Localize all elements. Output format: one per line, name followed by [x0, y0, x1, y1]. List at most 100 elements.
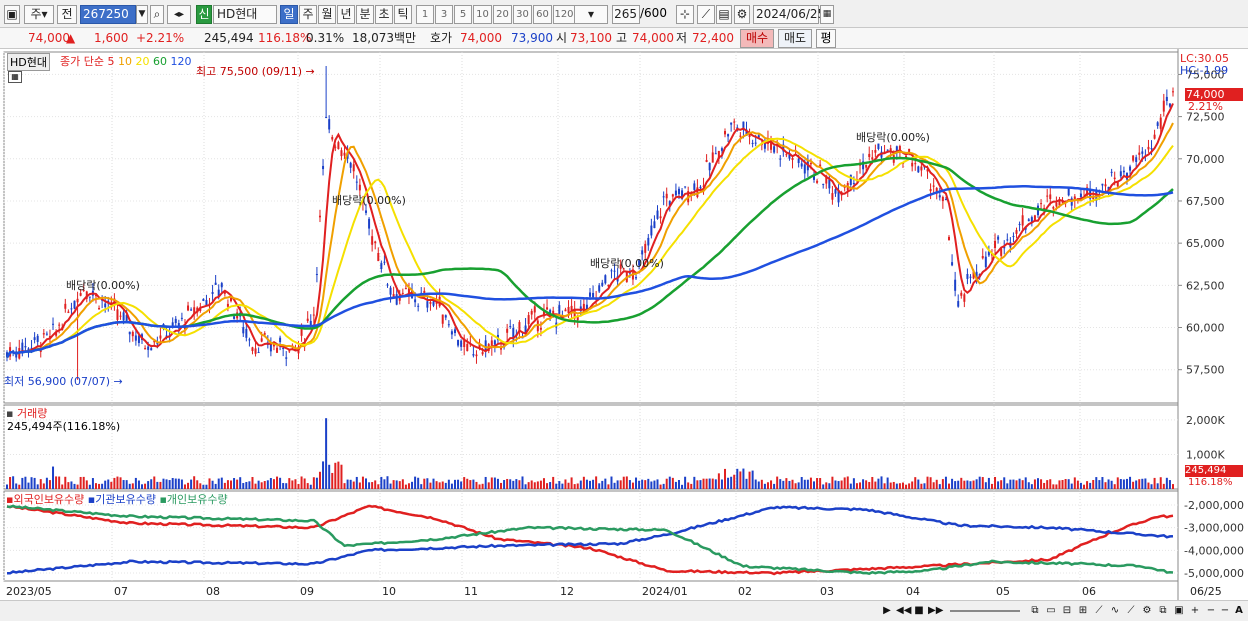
reset-icon[interactable]: −: [1220, 605, 1230, 616]
split-icon[interactable]: ⊟: [1062, 605, 1072, 616]
volume-bar: [1092, 480, 1095, 489]
candle-body: [705, 159, 708, 162]
calendar-icon[interactable]: ▦: [820, 5, 834, 24]
ma-period-20[interactable]: 20: [135, 55, 153, 68]
zoom-in-icon[interactable]: +: [1190, 605, 1200, 616]
period-tab[interactable]: 분: [356, 5, 374, 24]
bar-count-input[interactable]: 265: [612, 5, 640, 24]
volume-bar: [579, 480, 582, 489]
volume-bar: [435, 481, 438, 489]
eval-button[interactable]: 평: [816, 29, 836, 48]
crosshair-icon[interactable]: ⊹: [676, 5, 694, 24]
interval-tab[interactable]: 20: [493, 5, 512, 24]
candle-body: [730, 122, 733, 125]
indicator-icon[interactable]: ⊞: [1078, 605, 1088, 616]
date-field[interactable]: 2024/06/25: [753, 5, 825, 24]
candle-body: [773, 146, 776, 153]
interval-tab[interactable]: 10: [473, 5, 492, 24]
interval-tab[interactable]: 120: [553, 5, 575, 24]
grid-toggle-icon[interactable]: ▦: [8, 71, 22, 83]
play-icon[interactable]: ▶: [883, 605, 891, 616]
period-tab[interactable]: 년: [337, 5, 355, 24]
trend-icon[interactable]: ⟋: [1095, 605, 1103, 616]
wave-icon[interactable]: ∿: [1110, 605, 1120, 616]
stock-name-field[interactable]: HD현대: [213, 5, 277, 24]
volume-bar: [984, 482, 987, 489]
code-dropdown-icon[interactable]: ▼: [136, 5, 148, 24]
volume-bar: [1018, 478, 1021, 489]
candle-body: [877, 143, 880, 149]
volume-bar: [1172, 484, 1174, 489]
zoom-slider[interactable]: [950, 610, 1020, 612]
holding-legend-item[interactable]: ▪개인보유수량: [159, 493, 228, 506]
font-icon[interactable]: A: [1235, 605, 1243, 616]
draw-icon[interactable]: ⟋: [1127, 605, 1135, 616]
volume-bar: [85, 480, 88, 489]
volume-bar: [760, 479, 763, 489]
volume-bar: [94, 483, 97, 489]
settings-icon[interactable]: ⚙: [1142, 605, 1152, 616]
interval-tab[interactable]: 60: [533, 5, 552, 24]
volume-bar: [407, 483, 410, 489]
volume-bar: [110, 481, 113, 489]
volume-bar: [297, 483, 300, 489]
interval-dropdown[interactable]: ▾: [574, 5, 608, 24]
ma-period-5[interactable]: 5: [107, 55, 118, 68]
candle-body: [180, 317, 183, 319]
interval-tab[interactable]: 30: [513, 5, 532, 24]
sell-button[interactable]: 매도: [778, 29, 812, 48]
layout-icon[interactable]: ⧉: [1031, 605, 1039, 616]
period-tab[interactable]: 일: [280, 5, 298, 24]
period-tab[interactable]: 초: [375, 5, 393, 24]
volume-bar: [1073, 477, 1076, 489]
candle-body: [638, 260, 641, 266]
price-axis-label: 70,000: [1186, 153, 1225, 166]
history-icon[interactable]: ◂▸: [167, 5, 191, 24]
interval-tab[interactable]: 3: [435, 5, 453, 24]
interval-tab[interactable]: 1: [416, 5, 434, 24]
volume-bar: [994, 476, 997, 489]
stop-icon[interactable]: ■: [914, 605, 924, 616]
gear-icon[interactable]: ⚙: [734, 5, 750, 24]
buy-button[interactable]: 매수: [740, 29, 774, 48]
volume-bar: [785, 478, 788, 489]
ma-period-120[interactable]: 120: [170, 55, 192, 68]
holding-legend-item[interactable]: ▪외국인보유수량: [6, 493, 88, 506]
line-tool-icon[interactable]: ⟋: [697, 5, 715, 24]
ma-period-10[interactable]: 10: [117, 55, 136, 68]
stock-code-input[interactable]: 267250: [80, 5, 136, 24]
candle-body: [1119, 171, 1122, 177]
candle-body: [190, 309, 193, 311]
volume-bar: [1027, 482, 1030, 489]
rewind-icon[interactable]: ◀◀: [896, 605, 912, 616]
period-tab[interactable]: 월: [318, 5, 336, 24]
candle-body: [987, 251, 990, 256]
forward-icon[interactable]: ▶▶: [928, 605, 944, 616]
period-tab[interactable]: 주: [299, 5, 317, 24]
interval-tab[interactable]: 5: [454, 5, 472, 24]
volume-bar: [282, 483, 285, 489]
candle-body: [570, 305, 573, 311]
volume-bar: [638, 480, 641, 489]
stock-tag[interactable]: HD현대: [7, 53, 50, 71]
holding-legend-item[interactable]: ▪기관보유수량: [87, 493, 160, 506]
screenshot-icon[interactable]: ▣: [1174, 605, 1184, 616]
copy-icon[interactable]: ⧉: [1159, 605, 1167, 616]
candle-body: [73, 300, 76, 309]
x-axis-label: 07: [114, 585, 128, 598]
volume-bar: [819, 478, 822, 489]
volume-bar: [1033, 479, 1036, 489]
volume-bar: [33, 477, 36, 489]
search-icon[interactable]: ⌕: [150, 5, 164, 24]
candle-body: [309, 320, 312, 326]
candle-body: [98, 308, 101, 310]
ma-period-60[interactable]: 60: [152, 55, 171, 68]
period-main-select[interactable]: 주▾: [24, 5, 54, 24]
save-icon[interactable]: ▤: [716, 5, 732, 24]
period-tab[interactable]: 틱: [394, 5, 412, 24]
prev-button[interactable]: 전: [57, 5, 77, 24]
window-menu-icon[interactable]: ▣: [4, 5, 20, 24]
window-icon[interactable]: ▭: [1046, 605, 1056, 616]
stock-chart[interactable]: 2023/05 07 08 09 10 11 12 2024/01 02 03 04 05 06 06/2…: [0, 49, 1248, 600]
zoom-out-icon[interactable]: −: [1206, 605, 1216, 616]
